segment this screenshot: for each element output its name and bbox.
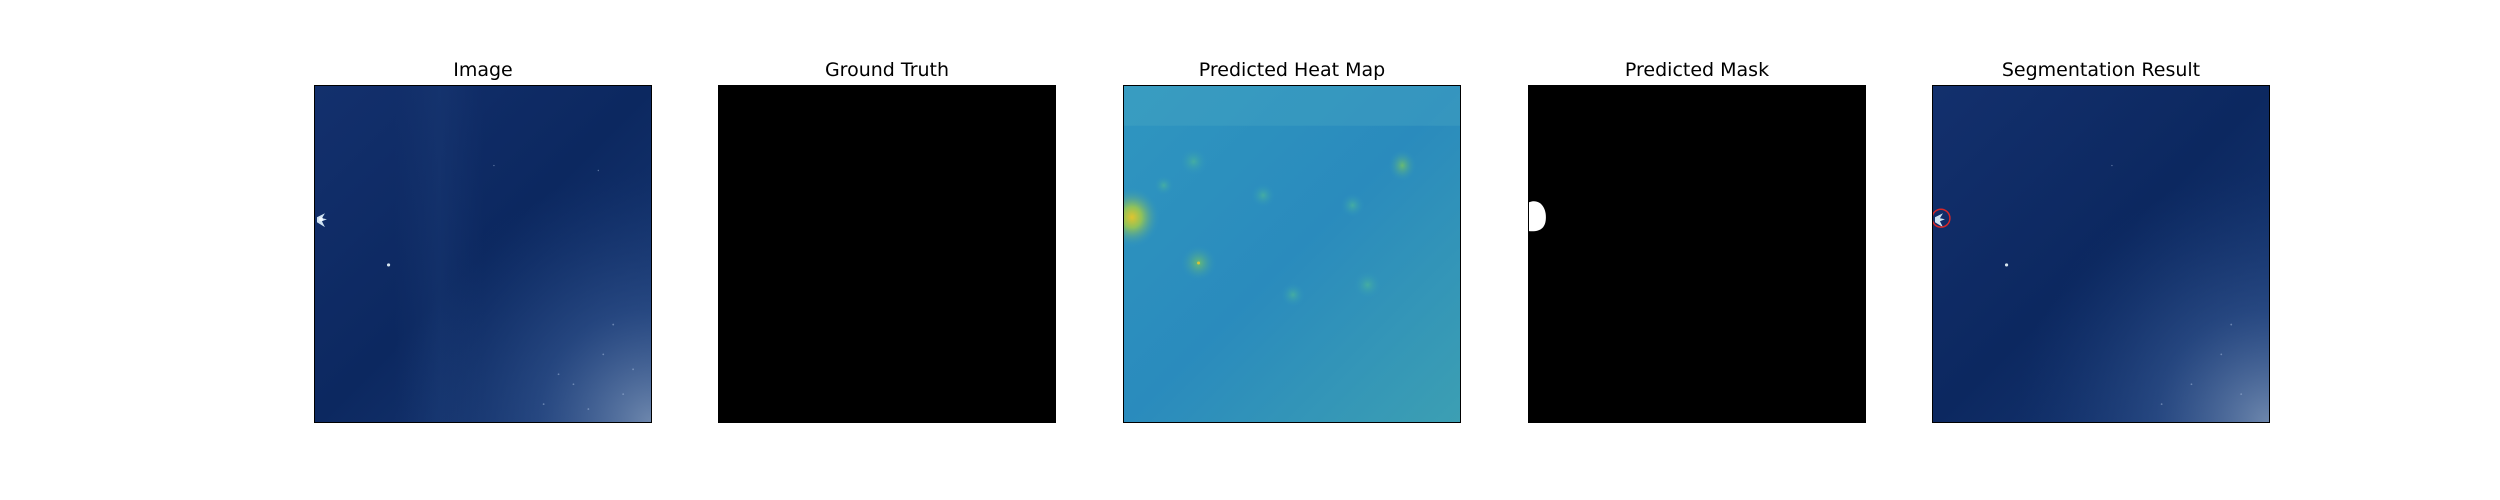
mask-region [1529, 201, 1546, 232]
panel-title-predicted-mask: Predicted Mask [1624, 59, 1770, 81]
panel-title-ground-truth: Ground Truth [824, 59, 950, 81]
input-image [315, 86, 651, 422]
predicted-mask-axes [1528, 85, 1866, 423]
ground-truth-mask [719, 86, 1055, 422]
panel-title-segmentation-result: Segmentation Result [2001, 59, 2201, 81]
panel-title-heat-map: Predicted Heat Map [1198, 59, 1386, 81]
ground-truth-axes [718, 85, 1056, 423]
image-axes [314, 85, 652, 423]
heat-map-axes [1123, 85, 1461, 423]
panel-title-image: Image [453, 59, 513, 81]
segmentation-axes [1932, 85, 2270, 423]
target-object [316, 213, 327, 228]
predicted-heat-map [1124, 86, 1460, 422]
segmentation-result [1933, 86, 2269, 422]
segmentation-outline [1933, 208, 1951, 228]
predicted-mask [1529, 86, 1865, 422]
